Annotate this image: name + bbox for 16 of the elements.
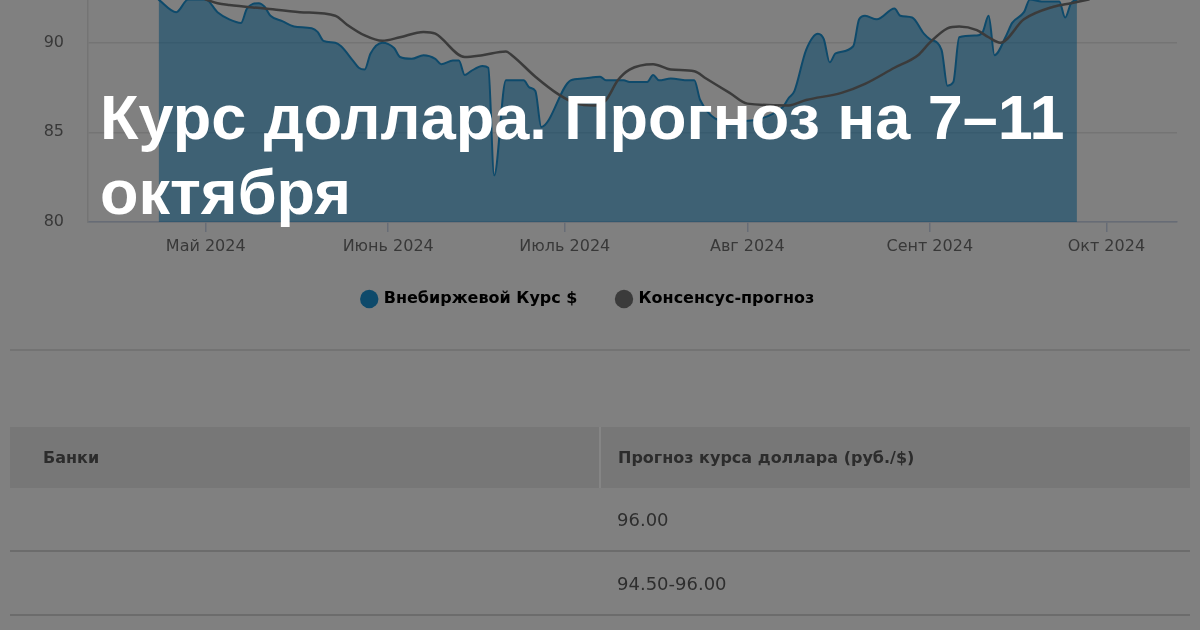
y-tick-label: 90 <box>43 31 64 51</box>
text: 94.50-96.00 <box>600 551 1190 615</box>
x-tick-label: Сент 2024 <box>886 235 974 255</box>
x-tick-label: Май 2024 <box>165 235 246 255</box>
x-tick-label: Окт 2024 <box>1067 235 1146 255</box>
x-tick-label: Июль 2024 <box>519 235 611 255</box>
x-tick-label: Авг 2024 <box>709 235 785 255</box>
text: Банки <box>10 427 600 488</box>
legend-label: Внебиржевой Курс $ <box>383 288 578 308</box>
y-tick-label: 85 <box>43 121 64 141</box>
y-tick-label: 80 <box>43 211 64 231</box>
text: 96.00 <box>600 488 1190 551</box>
text: Прогноз курса доллара (руб./$) <box>600 427 1190 488</box>
text: Курс доллара. Прогноз на 7–11 октября <box>100 81 1066 229</box>
legend-label: Консенсус-прогноз <box>638 288 815 308</box>
x-tick-label: Июнь 2024 <box>342 235 434 255</box>
